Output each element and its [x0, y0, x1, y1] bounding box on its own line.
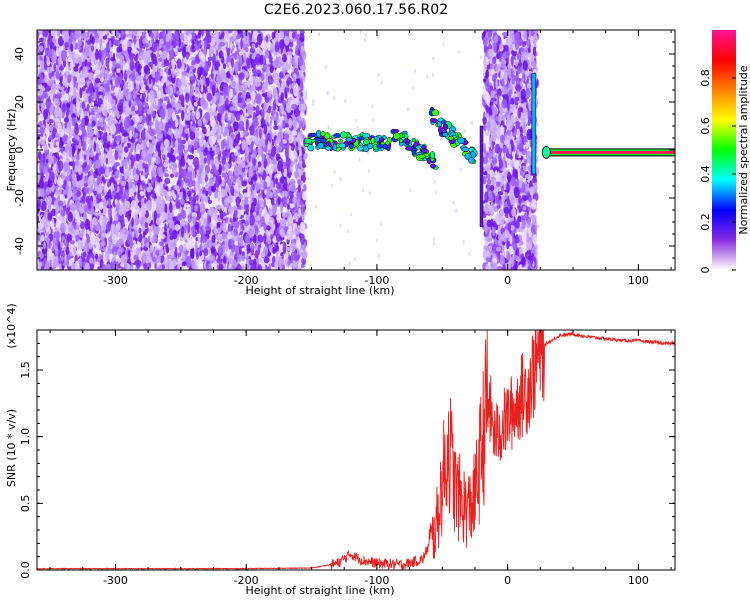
- noise-speck: [166, 191, 173, 197]
- noise-speck: [263, 245, 269, 256]
- noise-speck: [274, 145, 280, 156]
- noise-speck: [303, 183, 307, 192]
- noise-speck: [101, 176, 105, 182]
- noise-speck: [118, 222, 121, 231]
- noise-speck: [234, 50, 238, 61]
- noise-speck: [201, 30, 205, 37]
- noise-speck: [245, 118, 249, 131]
- noise-speck: [37, 139, 40, 145]
- noise-speck: [161, 62, 164, 68]
- spectrogram-plot-area: [37, 30, 675, 270]
- noise-speck: [111, 105, 117, 112]
- noise-speck: [241, 263, 244, 270]
- noise-speck: [280, 227, 285, 238]
- noise-speck: [154, 139, 158, 146]
- noise-speck: [299, 69, 304, 78]
- noise-speck: [98, 233, 102, 239]
- noise-speck: [230, 185, 235, 196]
- noise-speck: [48, 124, 54, 132]
- noise-speck: [244, 81, 248, 88]
- noise-speck: [296, 190, 302, 200]
- noise-speck: [199, 154, 205, 165]
- noise-speck: [228, 193, 234, 204]
- noise-speck: [62, 94, 67, 100]
- noise-speck: [140, 175, 144, 182]
- noise-speck: [93, 99, 98, 106]
- noise-speck: [123, 135, 127, 145]
- noise-speck: [62, 150, 67, 161]
- noise-speck: [227, 30, 233, 34]
- noise-speck: [204, 197, 209, 203]
- noise-speck: [200, 194, 205, 206]
- noise-speck: [245, 140, 249, 151]
- noise-speck: [203, 157, 208, 164]
- noise-speck: [208, 199, 212, 204]
- noise-speck: [234, 145, 241, 150]
- noise-speck: [229, 41, 233, 50]
- noise-speck: [252, 101, 256, 107]
- noise-speck: [102, 64, 105, 74]
- noise-speck: [148, 90, 154, 102]
- noise-speck: [210, 103, 217, 109]
- noise-speck: [221, 179, 225, 187]
- noise-speck: [170, 173, 174, 179]
- noise-speck: [101, 53, 104, 66]
- noise-speck: [50, 208, 57, 217]
- noise-speck: [59, 263, 63, 270]
- noise-speck: [102, 132, 108, 144]
- noise-speck: [39, 55, 43, 61]
- noise-speck: [97, 61, 102, 70]
- noise-speck: [286, 205, 290, 210]
- noise-speck: [173, 82, 177, 94]
- noise-speck: [238, 85, 244, 92]
- noise-speck: [286, 176, 290, 185]
- noise-speck: [198, 188, 202, 200]
- noise-speck: [198, 164, 204, 173]
- noise-speck: [101, 233, 108, 238]
- noise-speck: [178, 69, 182, 76]
- noise-speck: [104, 30, 110, 34]
- noise-speck: [302, 250, 308, 260]
- noise-speck: [241, 255, 245, 262]
- noise-speck: [289, 262, 293, 268]
- figure-title: C2E6.2023.060.17.56.R02: [264, 2, 448, 18]
- noise-speck: [142, 101, 147, 107]
- noise-speck: [87, 139, 93, 145]
- noise-speck: [242, 130, 248, 136]
- noise-speck: [215, 55, 219, 61]
- noise-speck: [174, 185, 180, 191]
- noise-speck: [172, 216, 176, 222]
